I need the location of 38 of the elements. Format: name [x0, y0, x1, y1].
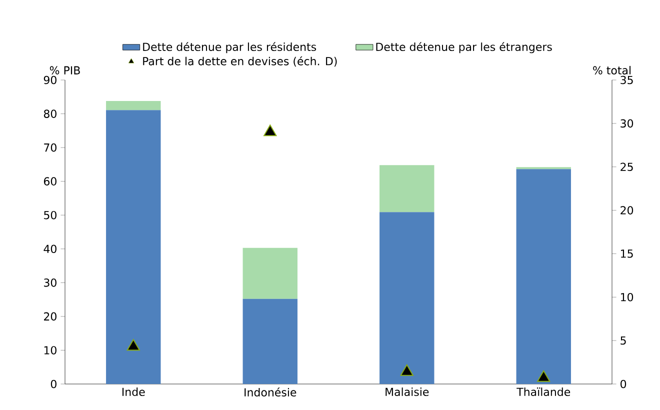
x-tick-label: Indonésie [244, 388, 296, 396]
point [126, 339, 140, 351]
y-axis-title: % PIB [50, 66, 80, 74]
y-tick-label: 30 [44, 278, 56, 287]
y-tick-label: 0 [50, 380, 56, 388]
y2-axis-title: % total [593, 66, 631, 74]
y-tick-label: 70 [44, 143, 56, 152]
point [400, 364, 414, 376]
y-tick-label: 20 [44, 312, 56, 321]
y-tick-label: 50 [44, 210, 56, 220]
legend-label: Dette détenue par les résidents [143, 42, 316, 54]
x-tick-label: Thaïlande [516, 388, 570, 396]
bar [106, 100, 161, 110]
y2-tick-label: 35 [620, 76, 633, 84]
legend-label: Dette détenue par les étrangers [376, 42, 552, 54]
y-tick-label: 80 [44, 110, 56, 118]
y2-tick-label: 30 [620, 119, 634, 128]
bar [242, 248, 298, 299]
point [537, 370, 550, 382]
y2-tick-label: 5 [620, 336, 626, 345]
y2-tick-label: 15 [621, 250, 633, 258]
y2-tick-label: 10 [621, 292, 634, 302]
x-tick-label: Inde [122, 388, 145, 396]
bar [516, 169, 571, 384]
y-tick-label: 10 [44, 346, 56, 354]
y-tick-label: 60 [44, 177, 56, 186]
bar [106, 110, 161, 384]
bar [380, 165, 434, 212]
x-tick-label: Malaisie [386, 388, 429, 396]
bar [380, 212, 434, 384]
y2-tick-label: 20 [620, 206, 634, 214]
bar [242, 298, 298, 384]
point [264, 124, 277, 136]
y-tick-label: 90 [44, 76, 56, 84]
y2-tick-label: 25 [620, 162, 633, 172]
y-tick-label: 40 [44, 244, 56, 254]
y2-tick-label: 0 [620, 380, 626, 388]
legend-label: Part de la dette en devises (éch. D) [143, 56, 337, 67]
